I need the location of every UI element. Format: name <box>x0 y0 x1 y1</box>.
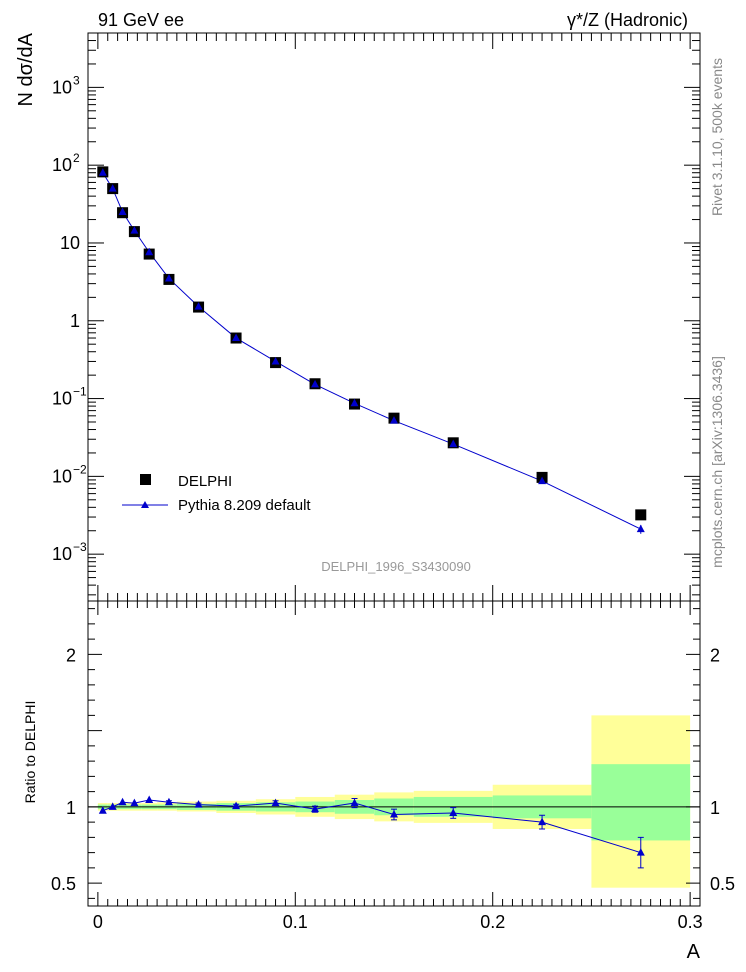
x-axis-label: A <box>687 941 701 963</box>
ratio-point <box>194 800 203 808</box>
ratio-ylabel: Ratio to DELPHI <box>22 701 38 804</box>
ratio-point <box>350 798 359 807</box>
data-point-pythia <box>311 379 320 388</box>
main-marks <box>97 166 647 534</box>
legend: DELPHI Pythia 8.209 default <box>122 473 311 514</box>
ratio-point <box>311 804 320 813</box>
main-ytick-label: 1 <box>70 311 80 331</box>
data-point-pythia <box>118 207 127 216</box>
ratio-ytick-label-right: 1 <box>710 798 720 818</box>
main-ytick-label: 10 <box>52 155 72 175</box>
analysis-id: DELPHI_1996_S3430090 <box>321 559 471 574</box>
header-left-title: 91 GeV ee <box>98 10 184 30</box>
main-ytick-label: 10 <box>52 466 72 486</box>
data-point-pythia <box>636 524 645 533</box>
data-point-pythia <box>98 168 107 176</box>
legend-marker-pythia <box>141 501 149 508</box>
ratio-point <box>118 797 127 806</box>
main-ytick-exponent: −2 <box>73 462 87 476</box>
rivet-label: Rivet 3.1.10, 500k events <box>709 58 725 216</box>
band-inner <box>591 764 691 841</box>
ratio-point <box>538 817 547 826</box>
main-ylabel: N dσ/dA <box>15 32 37 106</box>
ratio-point <box>636 848 645 856</box>
data-point-pythia <box>164 273 173 282</box>
main-ytick-exponent: 2 <box>73 151 80 165</box>
ratio-marks <box>98 795 645 869</box>
header-right-title: γ*/Z (Hadronic) <box>567 10 688 30</box>
data-point-pythia <box>194 302 203 310</box>
legend-marker-delphi <box>140 474 151 485</box>
ratio-point <box>271 798 280 807</box>
main-ytick-label: 10 <box>60 233 80 253</box>
main-ytick-label: 10 <box>52 389 72 409</box>
data-point-pythia <box>108 184 117 192</box>
mcplots-label: mcplots.cern.ch [arXiv:1306.3436] <box>709 356 725 568</box>
data-point-pythia <box>449 439 458 448</box>
main-frame <box>87 32 701 602</box>
data-point-pythia <box>538 476 547 485</box>
ratio-ytick-label-right: 0.5 <box>710 874 735 894</box>
ratio-ytick-label: 1 <box>66 798 76 818</box>
ratio-plot-panel: 0.5 0.5 1 1 2 2 0 0.1 0.2 0.3 Ratio to DELPHI A <box>22 600 735 963</box>
ratio-ytick-label: 2 <box>66 645 76 665</box>
ratio-point <box>390 810 398 818</box>
ratio-point <box>98 806 107 814</box>
data-point-pythia <box>145 247 154 256</box>
main-ytick-exponent: 3 <box>73 73 80 87</box>
data-point-pythia <box>232 333 241 342</box>
data-point-pythia <box>390 416 398 424</box>
ratio-point <box>164 797 173 806</box>
legend-label-pythia: Pythia 8.209 default <box>178 497 311 514</box>
ratio-bands <box>88 715 700 888</box>
main-ytick-exponent: −3 <box>73 540 87 554</box>
data-point-delphi <box>635 509 647 521</box>
ratio-ytick-label: 0.5 <box>51 874 76 894</box>
data-point-pythia <box>271 356 280 365</box>
ratio-point <box>130 798 139 807</box>
ratio-point <box>449 808 458 816</box>
x-tick-label: 0.2 <box>480 912 505 932</box>
main-ytick-label: 10 <box>52 544 72 564</box>
ratio-point <box>232 801 241 810</box>
data-point-pythia <box>350 398 359 407</box>
main-ytick-exponent: −1 <box>73 385 87 399</box>
data-point-pythia <box>130 226 139 234</box>
ratio-point <box>108 802 117 810</box>
main-ytick-label: 10 <box>52 77 72 97</box>
x-tick-label: 0.3 <box>678 912 703 932</box>
ratio-ytick-label-right: 2 <box>710 645 720 665</box>
x-tick-label: 0 <box>93 912 103 932</box>
ratio-point <box>145 795 154 804</box>
ratio-axis-ticks: 0.5 0.5 1 1 2 2 0 0.1 0.2 0.3 <box>51 601 735 932</box>
legend-label-delphi: DELPHI <box>178 473 232 490</box>
x-tick-label: 0.1 <box>283 912 308 932</box>
